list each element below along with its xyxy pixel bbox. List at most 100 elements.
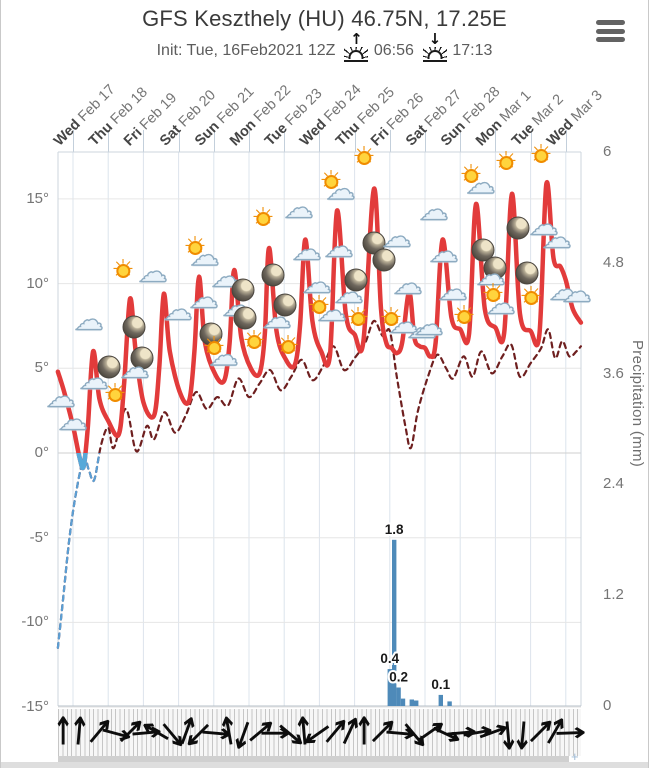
day-tick: [495, 130, 497, 152]
precip-bar: [409, 699, 414, 706]
day-tick: [143, 130, 145, 152]
day-tick: [354, 130, 356, 152]
moon-icon: [261, 263, 285, 287]
precip-value-label: 0.4: [380, 651, 399, 666]
cloud-icon: ☁: [138, 254, 168, 289]
cloud-icon: ☁: [222, 288, 252, 323]
precip-bar: [414, 700, 419, 706]
sun-icon: ☀: [251, 203, 275, 233]
cloud-icon: ☁: [562, 274, 592, 309]
cloud-icon: ☁: [284, 190, 314, 225]
moon-icon: [483, 256, 507, 280]
moon-icon: [122, 315, 146, 339]
sun-icon: ☀: [379, 303, 403, 333]
cloud-icon: ☁: [414, 307, 444, 342]
day-tick: [178, 130, 180, 152]
sun-icon: ☀: [519, 282, 543, 312]
precip-tick-label: 6: [603, 143, 612, 161]
init-label: Init: Tue, 16Feb2021 12Z: [156, 41, 336, 59]
cloud-icon: ☁: [419, 192, 449, 227]
sun-icon: ☀: [452, 301, 476, 331]
sun-icon: ☀: [494, 147, 518, 177]
precip-bar: [400, 698, 406, 706]
temperature-curve: [76, 453, 88, 471]
sun-icon: ☀: [352, 142, 376, 172]
cloud-icon: ☁: [163, 292, 193, 327]
day-tick: [213, 130, 215, 152]
day-tick: [389, 130, 391, 152]
moon-icon: [97, 355, 121, 379]
temp-tick-label: -5°: [29, 528, 49, 546]
precip-bar: [447, 701, 452, 706]
moon-icon: [233, 306, 257, 330]
cloud-icon: ☁: [407, 310, 437, 345]
cloud-icon: ☁: [211, 259, 241, 294]
cloud-icon: ☁: [262, 300, 292, 335]
cloud-icon: ☁: [486, 286, 516, 321]
sunrise-icon: ↑: [344, 32, 369, 62]
day-tick: [108, 130, 110, 152]
cloud-icon: ☁: [429, 234, 459, 269]
day-tick: [425, 130, 426, 152]
cloud-icon: ☁: [74, 302, 104, 337]
cloud-icon: ☁: [189, 280, 219, 315]
temp-tick-label: -15°: [21, 698, 49, 716]
temperature-curve: [55, 179, 584, 471]
precip-bar: [392, 539, 397, 706]
temp-tick-label: 10°: [26, 274, 49, 292]
scrollbar-plus-icon: +: [571, 749, 579, 764]
cloud-icon: ☁: [382, 219, 412, 254]
day-tick: [73, 130, 74, 152]
temp-tick-label: 5°: [34, 359, 49, 377]
cloud-icon: ☁: [302, 265, 332, 300]
day-tick: [460, 130, 462, 152]
day-tick: [565, 130, 567, 152]
dew-point-curve: [56, 319, 582, 649]
precip-bars: [387, 539, 452, 706]
wind-arrow-icon: ↑: [353, 709, 375, 755]
init-subtitle: Init: Tue, 16Feb2021 12Z ↑ 06:56 ↓ 17:13: [1, 32, 648, 62]
precip-bar: [387, 669, 392, 706]
wind-arrow-icon: ↑: [545, 721, 592, 745]
cloud-icon: ☁: [292, 232, 322, 267]
sun-icon: ☀: [242, 326, 266, 356]
wind-arrow-icon: ↑: [52, 709, 74, 755]
cloud-icon: ☁: [542, 220, 572, 255]
precip-value-label: 0.2: [389, 670, 408, 685]
cloud-icon: ☁: [58, 402, 88, 437]
precipitation-axis-title: Precipitation (mm): [629, 340, 646, 468]
cloud-icon: ☁: [317, 293, 347, 328]
horizontal-scrollbar[interactable]: [58, 756, 569, 762]
precip-tick-label: 4.8: [603, 253, 624, 271]
precip-value-label: 0.1: [431, 677, 450, 692]
temp-tick-label: 15°: [26, 189, 49, 207]
sun-icon: ☀: [481, 279, 505, 309]
moon-icon: [231, 278, 255, 302]
cloud-icon: ☁: [46, 379, 76, 414]
precip-tick-label: 1.2: [603, 586, 624, 604]
precip-bar: [438, 694, 443, 706]
moon-icon: [471, 238, 495, 262]
sun-cloud-icon: ☀ ☁: [183, 232, 220, 272]
bottom-strip: [1, 762, 648, 768]
hamburger-menu-icon[interactable]: [596, 20, 625, 43]
cloud-icon: ☁: [79, 361, 109, 396]
moon-icon: [362, 231, 386, 255]
dew-point-curve: [56, 453, 101, 649]
sunset-time: 17:13: [452, 41, 493, 59]
precip-tick-label: 2.4: [603, 475, 624, 493]
cloud-icon: ☁: [324, 229, 354, 264]
cloud-icon: ☁: [120, 350, 150, 385]
precip-value-label: 1.8: [385, 522, 404, 537]
sun-icon: ☀: [307, 291, 331, 321]
sun-icon: ☀: [346, 303, 370, 333]
sun-icon: ☀: [111, 255, 135, 285]
cloud-icon: ☁: [334, 275, 364, 310]
cloud-icon: ☁: [476, 257, 506, 292]
moon-icon: [515, 261, 539, 285]
day-tick: [530, 130, 532, 152]
day-tick: [319, 130, 321, 152]
cloud-icon: ☁: [529, 207, 559, 242]
cloud-icon: ☁: [549, 272, 579, 307]
